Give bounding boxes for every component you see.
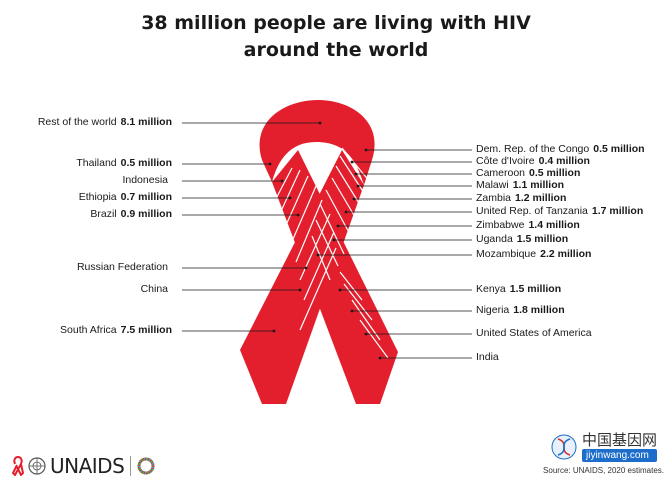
label-drc: Dem. Rep. of the Congo 0.5 million xyxy=(476,143,645,155)
label-zimbabwe: Zimbabwe 1.4 million xyxy=(476,219,580,231)
sdg-wheel-icon xyxy=(137,457,155,475)
watermark-chinese-text: 中国基因网 xyxy=(582,432,658,449)
watermark: 中国基因网 jiyinwang.com xyxy=(550,432,658,462)
unaids-logo: UNAIDS xyxy=(12,454,155,478)
label-india: India xyxy=(476,351,499,363)
watermark-url: jiyinwang.com xyxy=(582,449,658,462)
label-indonesia: Indonesia xyxy=(122,174,168,186)
leader-lines-right xyxy=(318,149,472,359)
dna-icon xyxy=(551,434,577,460)
label-tanzania: United Rep. of Tanzania 1.7 million xyxy=(476,205,644,217)
label-malawi: Malawi 1.1 million xyxy=(476,179,565,191)
un-emblem-icon xyxy=(28,457,46,475)
label-cameroon: Cameroon 0.5 million xyxy=(476,167,581,179)
label-thailand: Thailand 0.5 million xyxy=(76,157,172,169)
label-rest-of-world: Rest of the world 8.1 million xyxy=(37,116,172,128)
label-china: China xyxy=(140,283,168,295)
red-ribbon-icon xyxy=(12,456,24,476)
source-note: Source: UNAIDS, 2020 estimates. xyxy=(543,466,664,475)
title-line-2: around the world xyxy=(243,39,429,61)
logo-divider xyxy=(130,456,132,476)
label-usa: United States of America xyxy=(476,327,592,339)
page-title: 38 million people are living with HIV ar… xyxy=(0,10,672,64)
ribbon-stripes xyxy=(269,147,389,359)
leader-lines-left xyxy=(182,122,320,332)
leader-dots-right xyxy=(316,148,382,360)
label-south-africa: South Africa 7.5 million xyxy=(60,324,172,336)
label-uganda: Uganda 1.5 million xyxy=(476,233,569,245)
leader-dots-left xyxy=(268,121,322,333)
label-brazil: Brazil 0.9 million xyxy=(90,208,172,220)
title-line-1: 38 million people are living with HIV xyxy=(141,12,531,34)
label-russian-federation: Russian Federation xyxy=(76,261,168,273)
label-mozambique: Mozambique 2.2 million xyxy=(476,248,592,260)
label-kenya: Kenya 1.5 million xyxy=(476,283,562,295)
ribbon-loop xyxy=(259,100,375,185)
label-zambia: Zambia 1.2 million xyxy=(476,192,567,204)
label-cote-divoire: Côte d'Ivoire 0.4 million xyxy=(476,155,590,167)
label-ethiopia: Ethiopia 0.7 million xyxy=(78,191,172,203)
unaids-logo-text: UNAIDS xyxy=(50,454,125,478)
label-nigeria: Nigeria 1.8 million xyxy=(476,304,565,316)
